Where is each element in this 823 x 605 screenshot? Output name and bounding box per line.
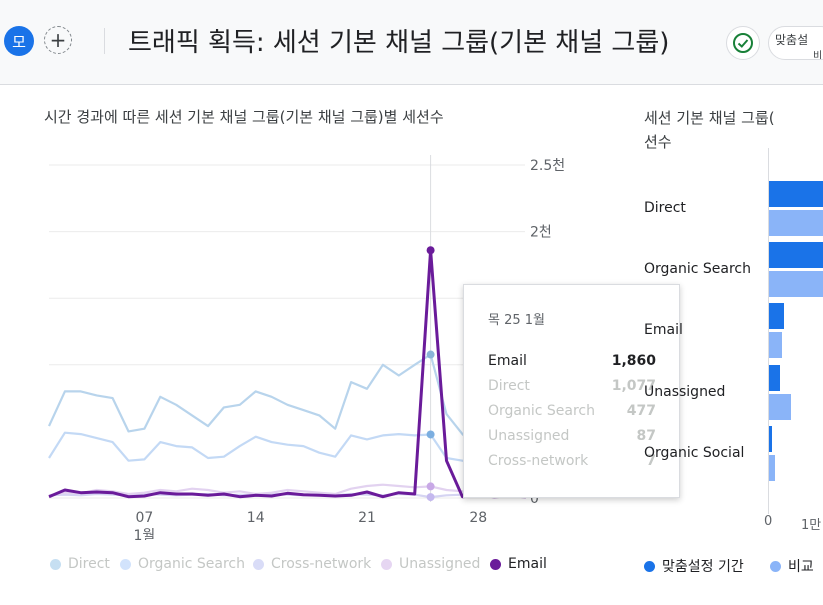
- legend-label: Cross-network: [271, 556, 372, 572]
- y-tick-label: 2천: [530, 225, 552, 241]
- bar-direct-period[interactable]: [769, 181, 823, 207]
- bar-unassigned-period[interactable]: [769, 365, 780, 391]
- legend-dot-icon: [381, 558, 392, 570]
- add-comparison-button[interactable]: +: [44, 26, 72, 54]
- hover-point-organic-search: [426, 430, 435, 439]
- bar-email-period[interactable]: [769, 303, 784, 329]
- series-line-unassigned: [48, 483, 526, 497]
- series-line-email: [48, 248, 527, 499]
- bar-x-tick-label: 0: [764, 514, 773, 529]
- legend-label: Direct: [68, 556, 110, 572]
- tooltip-series-value: 477: [626, 403, 656, 419]
- bar-legend-item-compare[interactable]: 비교: [770, 556, 814, 576]
- legend-dot-icon: [120, 558, 131, 570]
- series-line-organic-search: [48, 431, 527, 469]
- legend-item-cross-network[interactable]: Cross-network: [253, 556, 371, 572]
- legend-label: Organic Search: [138, 556, 246, 572]
- bar-direct-compare[interactable]: [769, 210, 823, 236]
- account-avatar[interactable]: 모: [4, 26, 34, 56]
- legend-dot-icon: [253, 558, 264, 570]
- tooltip-series-name: Direct: [488, 378, 530, 394]
- hover-point-cross-network: [426, 493, 435, 502]
- legend-label: Email: [508, 556, 547, 572]
- page-title: 트래픽 획득: 세션 기본 채널 그룹(기본 채널 그룹): [128, 28, 670, 58]
- x-tick-label: 14: [247, 510, 265, 526]
- top-bar: 모 + 트래픽 획득: 세션 기본 채널 그룹(기본 채널 그룹) 맞춤설 비: [0, 0, 823, 85]
- y-tick-label: 0: [530, 491, 539, 507]
- tooltip-series-name: Unassigned: [488, 428, 570, 444]
- x-month-label: 1월: [134, 528, 156, 540]
- customize-label: 맞춤설: [775, 33, 809, 47]
- hover-point-email: [426, 246, 435, 255]
- customize-sublabel: 비: [813, 51, 823, 60]
- legend-dot-icon: [490, 558, 501, 570]
- legend-item-unassigned[interactable]: Unassigned: [381, 556, 480, 572]
- hover-point-direct: [426, 350, 435, 359]
- chart-tooltip: 목 25 1월 Email 1,860 Direct 1,077 Organic…: [463, 284, 680, 498]
- tooltip-series-value: 7: [646, 453, 656, 469]
- x-tick-label: 07: [135, 510, 153, 526]
- bar-chart-title-line1: 세션 기본 채널 그룹(: [644, 109, 775, 127]
- legend-dot-icon: [644, 560, 655, 572]
- legend-label: 맞춤설정 기간: [662, 559, 744, 575]
- legend-item-email[interactable]: Email: [490, 556, 547, 572]
- tooltip-series-name: Email: [488, 353, 527, 369]
- bar-category-label: Organic Search: [644, 261, 752, 277]
- bar-chart-title: 세션 기본 채널 그룹( 션수: [644, 106, 775, 154]
- bar-organic-social-compare[interactable]: [769, 455, 775, 481]
- check-circle-icon[interactable]: [726, 26, 760, 60]
- bar-email-compare[interactable]: [769, 332, 782, 358]
- tooltip-series-name: Cross-network: [488, 453, 589, 469]
- customize-report-button[interactable]: 맞춤설 비: [768, 26, 823, 60]
- line-chart-title: 시간 경과에 따른 세션 기본 채널 그룹(기본 채널 그룹)별 세션수: [44, 108, 444, 126]
- tooltip-series-value: 87: [636, 428, 656, 444]
- legend-dot-icon: [770, 560, 781, 572]
- bar-chart-title-line2: 션수: [644, 133, 672, 151]
- bar-unassigned-compare[interactable]: [769, 394, 791, 420]
- bar-organic-social-period[interactable]: [769, 426, 772, 452]
- legend-dot-icon: [50, 558, 61, 570]
- bar-category-label: Email: [644, 322, 683, 338]
- hover-point-unassigned: [426, 482, 435, 491]
- series-line-direct: [47, 353, 527, 449]
- tooltip-series-value: 1,077: [611, 378, 656, 394]
- bar-legend-item-period[interactable]: 맞춤설정 기간: [644, 556, 744, 576]
- tooltip-series-name: Organic Search: [488, 403, 596, 419]
- x-tick-label: 21: [358, 510, 376, 526]
- bar-organic-search-period[interactable]: [769, 242, 823, 268]
- tooltip-date: 목 25 1월: [488, 313, 545, 328]
- x-tick-label: 28: [469, 510, 487, 526]
- bar-category-label: Unassigned: [644, 384, 726, 400]
- legend-item-organic-search[interactable]: Organic Search: [120, 556, 245, 572]
- tooltip-series-value: 1,860: [611, 353, 656, 369]
- legend-label: Unassigned: [399, 556, 481, 572]
- bar-axis-line: [768, 148, 769, 514]
- legend-item-direct[interactable]: Direct: [50, 556, 110, 572]
- bar-category-label: Direct: [644, 200, 686, 216]
- report-card: [0, 85, 823, 605]
- y-tick-label: 2.5천: [530, 158, 565, 174]
- bar-x-tick-label: 1만: [801, 518, 822, 533]
- divider: [104, 28, 105, 54]
- bar-category-label: Organic Social: [644, 445, 745, 461]
- bar-organic-search-compare[interactable]: [769, 271, 823, 297]
- legend-label: 비교: [788, 559, 814, 575]
